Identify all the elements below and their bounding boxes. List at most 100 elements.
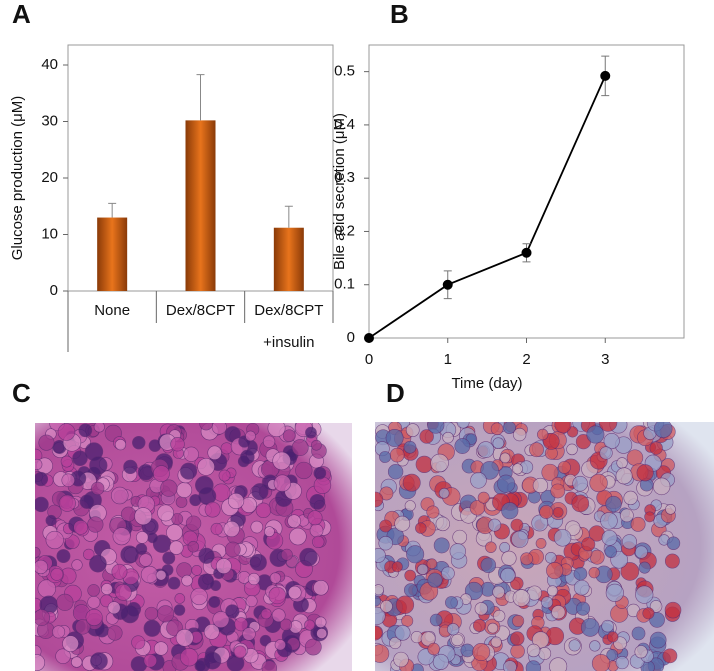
cell bbox=[203, 651, 222, 670]
cell bbox=[183, 446, 199, 462]
cell bbox=[223, 520, 240, 538]
cell bbox=[35, 458, 43, 471]
cell bbox=[153, 641, 169, 656]
cell bbox=[520, 552, 533, 566]
cell bbox=[207, 445, 222, 461]
cell bbox=[525, 660, 541, 671]
cell bbox=[153, 465, 170, 482]
plot-frame bbox=[368, 44, 685, 339]
cell bbox=[224, 541, 241, 558]
cell bbox=[426, 505, 440, 519]
cell bbox=[480, 461, 499, 480]
cell bbox=[572, 475, 588, 492]
cell bbox=[267, 423, 286, 438]
x-tick-label: None bbox=[94, 302, 131, 319]
cell bbox=[591, 654, 611, 671]
cell bbox=[460, 643, 475, 658]
cell bbox=[403, 583, 418, 597]
cell bbox=[143, 619, 161, 637]
cell bbox=[35, 471, 49, 487]
x-tick-label: 2 bbox=[522, 351, 530, 368]
cell bbox=[389, 636, 402, 650]
cell bbox=[50, 567, 64, 581]
cell bbox=[485, 541, 497, 553]
cell bbox=[174, 593, 186, 604]
cell bbox=[404, 500, 416, 512]
cell bbox=[55, 648, 71, 664]
cell bbox=[155, 569, 167, 581]
cell bbox=[427, 642, 440, 656]
cell bbox=[393, 651, 409, 668]
cell bbox=[132, 435, 146, 450]
cell bbox=[599, 446, 613, 460]
data-line bbox=[368, 75, 607, 339]
cell bbox=[166, 524, 183, 541]
cell bbox=[451, 633, 464, 647]
cell bbox=[379, 451, 391, 463]
cell bbox=[415, 455, 433, 474]
cell bbox=[581, 537, 596, 552]
cell bbox=[537, 428, 549, 441]
x-axis-title: Time (day) bbox=[451, 375, 522, 392]
panel-label: B bbox=[390, 0, 409, 29]
cell bbox=[456, 422, 470, 429]
cell bbox=[576, 601, 591, 616]
cell bbox=[247, 572, 261, 586]
cell bbox=[289, 527, 307, 546]
cell bbox=[535, 538, 547, 549]
cell bbox=[107, 601, 121, 615]
cell bbox=[605, 495, 622, 513]
data-point bbox=[442, 279, 453, 290]
cell bbox=[305, 426, 317, 439]
cell bbox=[665, 503, 676, 515]
cell bbox=[565, 520, 581, 536]
cell bbox=[35, 654, 46, 671]
cell bbox=[314, 616, 327, 629]
cell bbox=[634, 545, 648, 559]
cell bbox=[271, 608, 286, 623]
cell bbox=[653, 422, 673, 439]
cell bbox=[279, 618, 293, 631]
cell bbox=[58, 494, 76, 512]
cell bbox=[203, 623, 220, 640]
cell bbox=[487, 622, 499, 634]
cell bbox=[435, 516, 450, 532]
cell bbox=[310, 439, 322, 451]
cell bbox=[87, 595, 101, 609]
cell bbox=[250, 520, 264, 534]
cell bbox=[636, 464, 654, 482]
cell bbox=[131, 635, 146, 650]
cell bbox=[620, 508, 634, 523]
cell bbox=[245, 430, 256, 442]
cell bbox=[313, 476, 332, 495]
cell bbox=[635, 585, 654, 604]
cell bbox=[385, 429, 404, 447]
x-tick-label: Dex/8CPT +insulin bbox=[254, 302, 324, 351]
cell bbox=[607, 631, 619, 643]
cell bbox=[499, 452, 511, 464]
cell bbox=[538, 647, 552, 660]
cell bbox=[313, 579, 329, 596]
cell bbox=[273, 474, 292, 492]
y-tick-label: 0.3 bbox=[334, 169, 355, 186]
cell bbox=[287, 585, 302, 600]
cell bbox=[615, 656, 629, 670]
cell bbox=[510, 631, 525, 646]
cell bbox=[512, 427, 527, 442]
cell bbox=[112, 527, 131, 546]
cell bbox=[375, 595, 381, 607]
cell bbox=[307, 510, 323, 526]
cell bbox=[662, 648, 678, 664]
cell bbox=[571, 494, 590, 513]
cell bbox=[123, 459, 138, 475]
panel-label: D bbox=[386, 378, 405, 408]
cell bbox=[83, 548, 95, 561]
cell bbox=[402, 473, 421, 492]
cell bbox=[91, 481, 105, 496]
cell bbox=[204, 501, 221, 518]
cell bbox=[501, 502, 519, 520]
cell bbox=[604, 545, 617, 558]
cell bbox=[664, 553, 680, 569]
cell bbox=[589, 473, 608, 493]
